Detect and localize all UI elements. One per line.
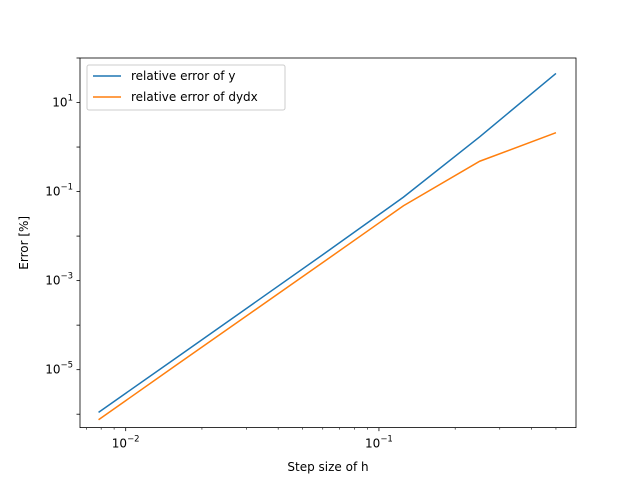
series-layer [98,72,557,421]
y-tick-label: 101 [52,94,73,110]
y-tick-label: 10−1 [45,183,73,199]
y-tick-label: 10−5 [45,361,73,377]
legend: relative error of y relative error of dy… [86,64,286,111]
series-line-0 [98,72,557,413]
legend-box [86,64,286,111]
plot-background [80,58,576,428]
y-axis: 10−5 10−3 10−1 101 [45,57,80,415]
legend-label-y: relative error of y [131,69,235,83]
legend-label-dydx: relative error of dydx [131,90,258,104]
plot-frame [79,57,577,429]
x-tick-label: 10−1 [365,435,393,451]
y-axis-label: Error [%] [17,216,31,270]
x-axis-label: Step size of h [287,460,368,474]
y-tick-label: 10−3 [45,272,73,288]
x-tick-label: 10−2 [112,435,140,451]
series-line-1 [98,131,557,421]
x-axis: 10−2 10−1 [86,427,557,451]
